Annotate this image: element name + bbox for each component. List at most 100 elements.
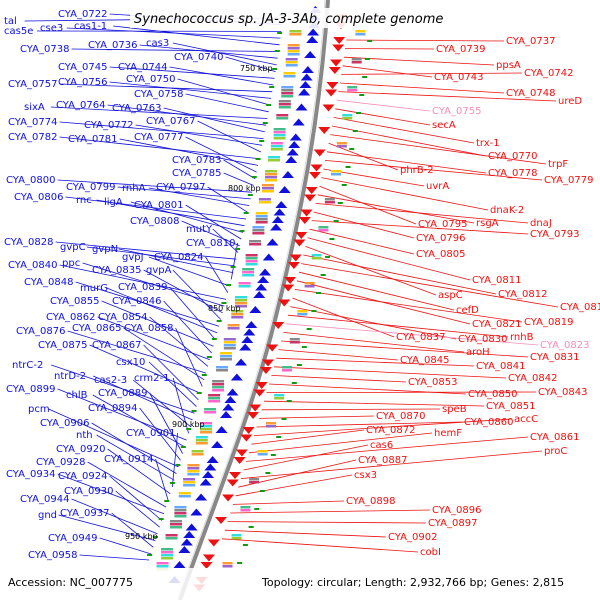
right-gene-arrow [262,359,275,367]
left-gene-label: CYA_0928 [36,457,85,468]
feature-block [265,179,278,182]
scale-tick [306,328,312,330]
right-gene-arrow [272,322,285,329]
right-gene-arrow [313,149,326,157]
right-connector-line [338,91,557,102]
right-gene-label: hemF [434,428,462,439]
feature-block [187,470,200,473]
feature-block [183,481,196,484]
right-connector-line [285,323,539,346]
feature-block [276,114,289,117]
right-gene-label: dnaJ [530,218,552,229]
left-gene-label: ntrD-2 [54,371,86,382]
feature-block [255,221,268,224]
feature-block [258,198,271,201]
feature-block [274,397,285,400]
feature-block [285,61,298,64]
feature-block [324,201,335,204]
scale-tick [169,482,175,484]
feature-block [311,257,322,260]
left-gene-label: CYA_0783 [172,155,221,166]
scale-tick [325,256,331,258]
feature-block [283,75,296,78]
feature-block [183,484,196,487]
scale-label-750: 750 kbp [240,64,273,73]
left-gene-arrow [285,156,298,163]
scale-tick [286,400,292,402]
right-connector-line [280,340,529,358]
feature-block [156,565,169,568]
right-gene-label: CYA_0830 [458,334,507,345]
left-gene-label: gnd [38,510,57,521]
left-gene-label: csx10 [116,357,145,368]
feature-block [191,453,204,456]
right-gene-label: cobI [420,547,441,558]
scale-tick [164,500,170,502]
feature-block [282,369,293,372]
left-connector-line [181,220,240,247]
left-gene-label: CYA_0745 [58,62,107,73]
title-background [130,8,470,28]
feature-block [304,285,315,288]
right-connector-line [290,306,457,340]
feature-block [270,145,283,148]
left-gene-arrow [211,441,224,448]
right-gene-arrow [242,427,255,434]
left-connector-line [143,344,199,401]
feature-block [231,313,244,316]
right-gene-label: trpF [548,159,568,170]
left-connector-line [93,375,193,421]
left-connector-line [139,44,278,59]
left-gene-arrow [249,306,262,313]
scale-tick [248,526,254,528]
right-connector-line [336,99,431,112]
left-gene-arrow [185,523,198,531]
left-gene-label: CYA_0835 [92,265,141,276]
right-connector-line [224,529,387,538]
feature-block [219,355,232,358]
left-gene-arrow [288,141,301,148]
scale-tick [352,130,358,132]
feature-block [318,229,329,232]
left-connector-line [169,66,274,86]
right-gene-label: CYA_0778 [488,168,537,179]
feature-block [231,310,244,313]
right-gene-arrow [287,262,300,269]
right-gene-label: rnhB [510,332,534,343]
feature-block [212,383,225,386]
right-gene-arrow [266,344,279,352]
left-connector-line [109,475,163,521]
left-gene-label: CYA_0767 [146,116,195,127]
scale-tick [276,436,282,438]
scale-tick [237,562,243,564]
left-gene-label: CYA_0738 [20,44,69,55]
feature-block [222,562,233,565]
right-connector-line [301,263,559,308]
feature-block [231,316,244,319]
right-connector-line [321,177,489,211]
left-gene-arrow [190,508,203,516]
right-gene-label: CYA_0813 [560,302,600,313]
right-connector-line [232,500,345,505]
left-gene-label: CYA_0889 [98,388,147,399]
right-gene-label: CYA_0737 [506,36,555,47]
right-gene-label: CYA_0823 [540,340,589,351]
left-gene-label: ligA [104,197,123,208]
left-gene-label: CYA_0924 [58,471,107,482]
left-gene-label: nth [76,430,93,441]
feature-block [252,229,265,232]
right-connector-line [342,65,433,78]
left-connector-line [172,42,277,66]
left-gene-label: CYA_0782 [8,132,57,143]
left-gene-label: pcm [28,404,50,415]
left-connector-line [79,554,150,561]
right-connector-line [307,237,471,281]
left-gene-label: crm2-1 [134,373,170,384]
feature-block [199,425,212,428]
feature-block [208,397,221,400]
feature-block [347,86,358,89]
left-connector-line [109,81,272,99]
scale-tick [316,292,322,294]
feature-block [227,324,240,327]
scale-tick [180,446,186,448]
